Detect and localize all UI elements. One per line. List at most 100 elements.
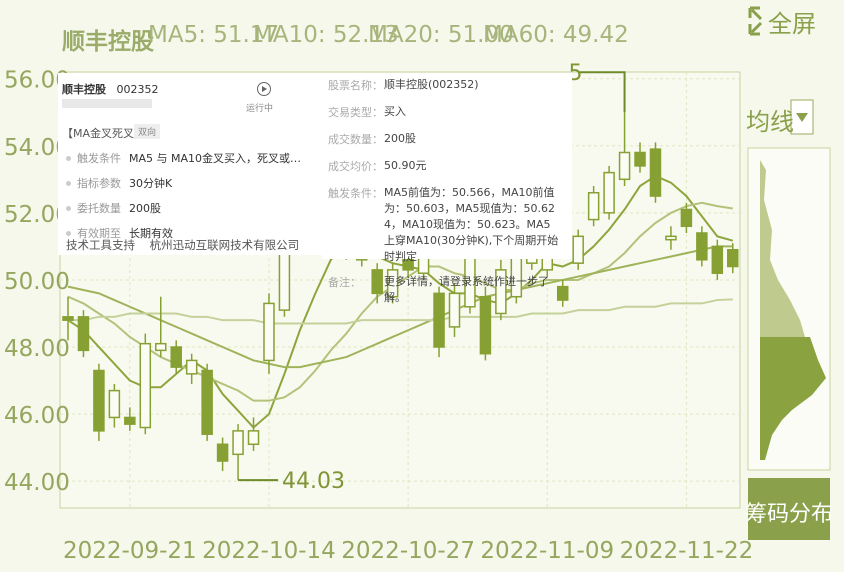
candle-body <box>263 302 275 362</box>
trade-row: 交易类型： 买入 <box>328 104 572 120</box>
candle-body <box>124 416 136 425</box>
chip-profile-upper <box>760 160 805 337</box>
strategy-name: 【MA金叉死叉】 <box>62 127 146 140</box>
annotation-arrow <box>579 71 626 113</box>
row-key: 触发条件 <box>77 152 121 165</box>
row-bullet <box>66 180 71 186</box>
x-tick-label: 2022-11-09 <box>480 538 614 564</box>
candle-body <box>108 389 121 419</box>
candle-body <box>711 245 724 274</box>
row-key: 成交均价： <box>328 160 383 173</box>
candle-body <box>216 443 229 462</box>
row-key: 委托数量 <box>77 202 121 215</box>
card-footer: 技术工具支持 杭州迅动互联网技术有限公司 <box>66 238 300 252</box>
strategy-row: 指标参数 30分钟K <box>62 175 318 191</box>
row-bullet <box>66 155 71 161</box>
candle-body <box>696 232 708 261</box>
run-icon[interactable] <box>256 81 272 97</box>
row-value: 200股 <box>129 202 161 215</box>
stock-name: 顺丰控股 <box>62 29 154 55</box>
strategy-rows: 触发条件 MA5 与 MA10金叉买入，死叉或… 指标参数 30分钟K 委托数量 200股… <box>62 150 318 250</box>
candle-body <box>665 235 677 241</box>
strategy-tag: 双向 <box>134 124 161 139</box>
dropdown-arrow <box>796 113 808 122</box>
y-tick-label: 50.00 <box>4 269 70 295</box>
ma-value: MA5: 51.17 <box>148 22 280 48</box>
candle-body <box>587 191 600 221</box>
run-status: 运行中 <box>246 104 274 114</box>
candle-body <box>572 235 584 264</box>
row-value: 200股 <box>384 132 416 145</box>
y-tick-label: 46.00 <box>4 403 70 429</box>
candle-body <box>232 430 244 456</box>
card-stock-code: 002352 <box>116 83 159 96</box>
x-tick-label: 2022-10-27 <box>341 538 475 564</box>
strategy-card[interactable]: 顺丰控股 002352 运行中 【MA金叉死叉】 双向 触发条件 MA5 与 MA… <box>58 73 322 255</box>
candle-body <box>680 208 693 228</box>
candle-body <box>371 269 383 295</box>
trade-row: 成交数量： 200股 <box>328 131 572 147</box>
candle-body <box>170 346 182 368</box>
strategy-row: 触发条件 MA5 与 MA10金叉买入，死叉或… <box>62 150 318 166</box>
row-value: 顺丰控股(002352) <box>384 78 479 91</box>
row-value: 更多详情，请登录系统作进一步了解。 <box>384 275 549 304</box>
trade-row: 触发条件： MA5前值为：50.566，MA10前值为：50.603，MA5现值为… <box>328 185 572 265</box>
candle-body <box>727 249 739 268</box>
candle-body <box>618 151 631 181</box>
row-key: 交易类型： <box>328 106 383 119</box>
trade-row: 备注： 更多详情，请登录系统作进一步了解。 <box>328 274 572 306</box>
candle-body <box>185 359 198 375</box>
row-key: 有效期至 <box>77 227 121 240</box>
x-tick-label: 2022-10-14 <box>202 538 336 564</box>
blurred-text <box>62 99 152 108</box>
ma-value: MA10: 52.13 <box>253 22 399 48</box>
card-stock: 顺丰控股 002352 <box>62 81 159 97</box>
row-key: 触发条件： <box>328 187 383 200</box>
annotation: 44.03 <box>282 469 345 494</box>
candle-body <box>495 269 507 315</box>
ma-select-label: 均线 <box>746 108 794 136</box>
x-tick-label: 2022-09-21 <box>63 538 197 564</box>
strategy-row: 有效期至 长期有效 <box>62 225 318 241</box>
row-value: 30分钟K <box>129 177 173 190</box>
row-key: 备注： <box>328 276 361 289</box>
annotation: 5 <box>569 61 583 86</box>
fullscreen-label[interactable]: 全屏 <box>768 10 816 38</box>
row-value: 买入 <box>384 105 406 118</box>
card-stock-name: 顺丰控股 <box>62 83 106 96</box>
ma-value: MA60: 49.42 <box>483 22 629 48</box>
candle-body <box>386 269 399 298</box>
chip-distribution: 均线 筹码分布 全屏 <box>745 6 833 540</box>
candle-body <box>634 151 646 167</box>
candle-body <box>93 369 105 432</box>
row-bullet <box>66 230 71 236</box>
candle-body <box>448 292 461 328</box>
candle-body <box>603 171 615 214</box>
fullscreen-icon[interactable] <box>748 6 763 36</box>
trade-row: 成交均价： 50.90元 <box>328 158 572 174</box>
strategy-row: 委托数量 200股 <box>62 200 318 216</box>
y-tick-label: 48.00 <box>4 336 70 362</box>
ma-line <box>67 174 734 429</box>
ma-value: MA20: 51.00 <box>368 22 514 48</box>
chip-profile-lower <box>760 337 826 460</box>
row-value: MA5前值为：50.566，MA10前值为：50.603，MA5现值为：50.6… <box>384 186 559 263</box>
trade-card: 股票名称： 顺丰控股(002352) 交易类型： 买入 成交数量： 200股 成交均价： 50… <box>322 73 572 304</box>
row-bullet <box>66 205 71 211</box>
ma-line <box>68 298 733 325</box>
row-value: MA5 与 MA10金叉买入，死叉或… <box>129 152 302 165</box>
trade-row: 股票名称： 顺丰控股(002352) <box>328 77 572 93</box>
candle-body <box>247 430 260 446</box>
row-value: 50.90元 <box>384 159 427 172</box>
candle-body <box>155 342 167 352</box>
chip-button[interactable] <box>748 478 830 540</box>
candle-body <box>62 316 74 321</box>
row-key: 指标参数 <box>77 177 121 190</box>
x-tick-label: 2022-11-22 <box>620 538 754 564</box>
candle-body <box>433 292 445 348</box>
candle-body <box>139 342 152 429</box>
chip-title: 筹码分布 <box>745 502 833 527</box>
candle-body <box>77 316 90 352</box>
y-tick-label: 44.00 <box>4 470 70 496</box>
